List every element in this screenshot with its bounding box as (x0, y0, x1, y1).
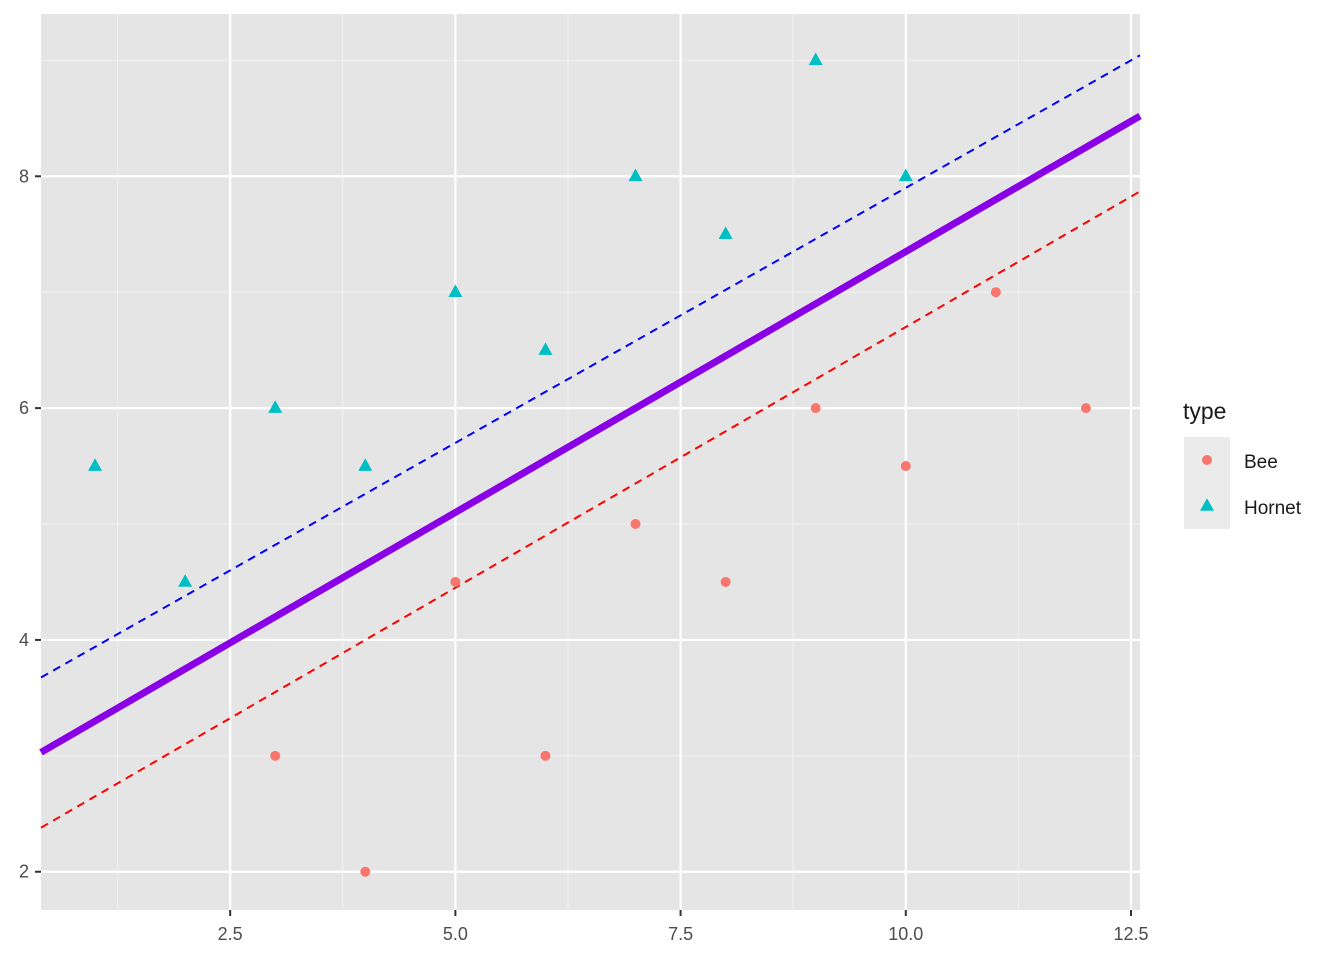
point-bee (990, 287, 1001, 298)
point-hornet (268, 400, 283, 413)
y-tick-label: 2 (19, 862, 29, 882)
point-bee (630, 519, 641, 530)
point-hornet (358, 458, 373, 471)
fit-line-solid-1 (39, 112, 1142, 756)
y-tick-label: 4 (19, 630, 29, 650)
y-tick-label: 6 (19, 398, 29, 418)
point-bee (900, 461, 911, 472)
fit-line-dashed-2 (40, 190, 1141, 829)
point-bee (360, 866, 371, 877)
x-tick-label: 5.0 (443, 924, 468, 944)
fit-line-dashed-0 (40, 54, 1141, 679)
legend: type Bee Hornet (1183, 398, 1302, 529)
point-hornet (538, 342, 553, 355)
point-hornet (898, 168, 913, 182)
legend-title: type (1183, 398, 1226, 424)
point-bee (810, 403, 821, 414)
legend-symbol-bee (1202, 455, 1212, 465)
legend-label-hornet: Hornet (1244, 498, 1302, 519)
point-hornet (718, 226, 733, 240)
x-tick-label: 2.5 (218, 924, 243, 944)
legend-label-bee: Bee (1244, 452, 1278, 473)
fit-lines (39, 54, 1142, 829)
plot-panel (41, 14, 1140, 910)
point-hornet (628, 168, 643, 182)
point-bee (720, 576, 731, 587)
data-points (88, 52, 1091, 877)
axes: 2.5 5.0 7.5 10.0 12.5 2 4 6 8 (19, 166, 1149, 944)
point-hornet (448, 284, 463, 297)
y-tick-label: 8 (19, 166, 29, 186)
x-tick-label: 7.5 (668, 924, 693, 944)
legend-key-symbols (1200, 455, 1214, 511)
point-hornet (178, 574, 193, 587)
x-tick-label: 10.0 (888, 924, 923, 944)
point-hornet (808, 52, 823, 66)
point-bee (270, 750, 281, 761)
point-bee (1080, 403, 1091, 414)
point-bee (540, 750, 551, 761)
x-tick-label: 12.5 (1113, 924, 1148, 944)
legend-symbol-hornet (1200, 498, 1214, 511)
point-bee (450, 576, 461, 587)
panel-background (41, 14, 1140, 910)
point-hornet (88, 458, 103, 471)
